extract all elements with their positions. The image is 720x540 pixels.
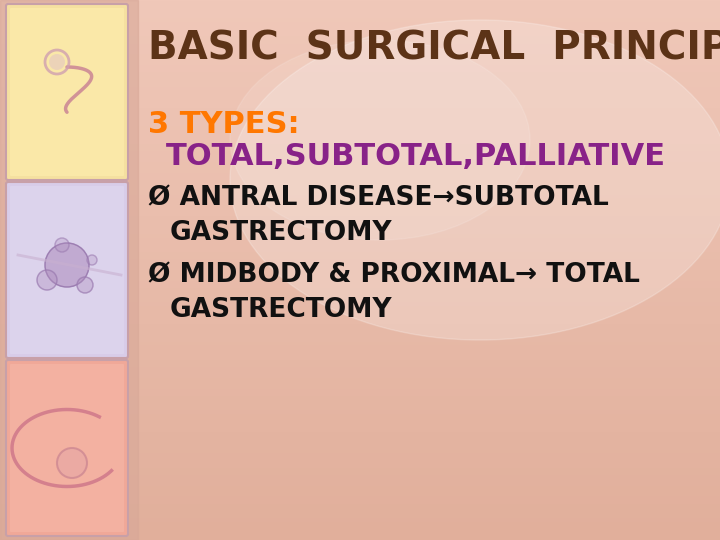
Ellipse shape — [230, 40, 530, 240]
FancyBboxPatch shape — [6, 4, 128, 180]
Text: Ø ANTRAL DISEASE→SUBTOTAL: Ø ANTRAL DISEASE→SUBTOTAL — [148, 185, 608, 211]
Circle shape — [37, 270, 57, 290]
Circle shape — [49, 54, 65, 70]
FancyBboxPatch shape — [6, 360, 128, 536]
FancyBboxPatch shape — [10, 364, 124, 532]
Text: GASTRECTOMY: GASTRECTOMY — [170, 220, 392, 246]
Text: Ø MIDBODY & PROXIMAL→ TOTAL: Ø MIDBODY & PROXIMAL→ TOTAL — [148, 262, 640, 288]
FancyBboxPatch shape — [6, 182, 128, 358]
FancyBboxPatch shape — [10, 8, 124, 176]
Circle shape — [57, 448, 87, 478]
Circle shape — [45, 243, 89, 287]
FancyBboxPatch shape — [10, 186, 124, 354]
Circle shape — [77, 277, 93, 293]
Ellipse shape — [230, 20, 720, 340]
Bar — [0, 0, 138, 540]
Text: TOTAL,SUBTOTAL,PALLIATIVE: TOTAL,SUBTOTAL,PALLIATIVE — [166, 142, 666, 171]
Circle shape — [55, 238, 69, 252]
Circle shape — [87, 255, 97, 265]
Text: 3 TYPES:: 3 TYPES: — [148, 110, 300, 139]
Text: GASTRECTOMY: GASTRECTOMY — [170, 297, 392, 323]
Text: BASIC  SURGICAL  PRINCIPLES: BASIC SURGICAL PRINCIPLES — [148, 30, 720, 68]
